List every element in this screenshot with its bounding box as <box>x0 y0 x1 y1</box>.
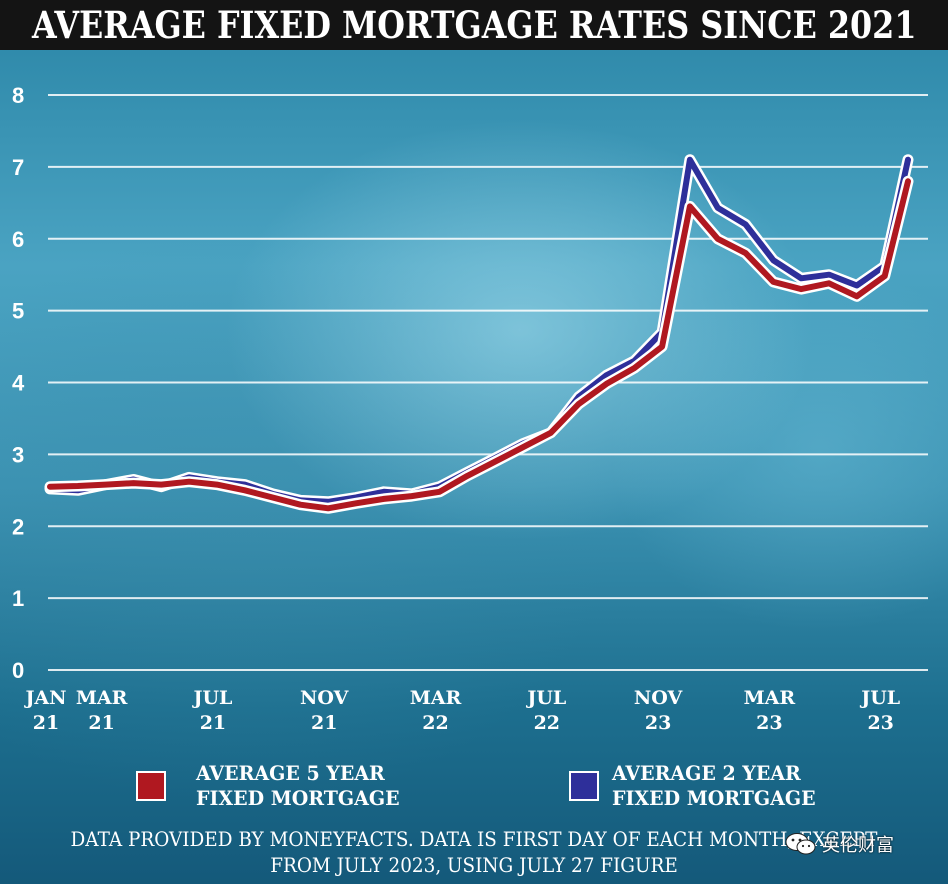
legend-5yr-line2: FIXED MORTGAGE <box>196 786 400 810</box>
title-bar: AVERAGE FIXED MORTGAGE RATES SINCE 2021 <box>0 0 948 50</box>
svg-text:JUL: JUL <box>191 687 232 709</box>
svg-text:NOV: NOV <box>634 687 684 709</box>
legend-label-5yr: AVERAGE 5 YEAR FIXED MORTGAGE <box>196 761 400 811</box>
legend-2yr-line1: AVERAGE 2 YEAR <box>612 761 801 785</box>
x-tick-label-jul-21: JUL 21 <box>191 687 232 734</box>
x-tick-label-jul-23: JUL 23 <box>859 687 900 734</box>
y-tick-label-1: 1 <box>12 586 24 611</box>
y-tick-label-5: 5 <box>12 299 24 324</box>
svg-text:JUL: JUL <box>525 687 566 709</box>
svg-text:21: 21 <box>200 712 226 734</box>
svg-text:23: 23 <box>756 712 782 734</box>
watermark-text: 英伦财富 <box>822 835 894 856</box>
wechat-icon <box>785 833 816 855</box>
footnote-line2: FROM JULY 2023, USING JULY 27 FIGURE <box>270 853 678 877</box>
svg-text:MAR: MAR <box>76 687 128 709</box>
chart-title: AVERAGE FIXED MORTGAGE RATES SINCE 2021 <box>31 3 917 47</box>
x-tick-label-jul-22: JUL 22 <box>525 687 566 734</box>
series-halo-2yr <box>44 154 914 508</box>
y-tick-label-7: 7 <box>12 155 24 180</box>
svg-text:22: 22 <box>422 712 448 734</box>
x-tick-label-mar-22: MAR 22 <box>410 687 462 734</box>
y-tick-label-8: 8 <box>12 83 24 108</box>
x-tick-label-nov-21: NOV 21 <box>300 687 350 734</box>
x-tick-label-nov-23: NOV 23 <box>634 687 684 734</box>
svg-text:JUL: JUL <box>859 687 900 709</box>
y-tick-label-0: 0 <box>12 658 24 683</box>
legend-swatch-2yr <box>569 771 599 801</box>
y-tick-label-3: 3 <box>12 442 24 467</box>
legend-swatch-5yr <box>136 771 166 801</box>
svg-text:21: 21 <box>311 712 337 734</box>
svg-text:23: 23 <box>867 712 893 734</box>
svg-text:MAR: MAR <box>744 687 796 709</box>
x-tick-label-mar-23: MAR 23 <box>744 687 796 734</box>
watermark: 英伦财富 <box>784 830 934 858</box>
svg-text:MAR: MAR <box>410 687 462 709</box>
y-tick-label-6: 6 <box>12 227 24 252</box>
series-line-5yr <box>47 178 911 512</box>
svg-text:23: 23 <box>645 712 671 734</box>
footnote: DATA PROVIDED BY MONEYFACTS. DATA IS FIR… <box>0 826 948 878</box>
svg-text:21: 21 <box>88 712 114 734</box>
svg-text:21: 21 <box>33 712 59 734</box>
svg-text:JAN: JAN <box>23 687 66 709</box>
svg-text:NOV: NOV <box>300 687 350 709</box>
y-tick-label-2: 2 <box>12 514 24 539</box>
x-tick-label-mar-21: MAR 21 <box>76 687 128 734</box>
series-line-2yr <box>47 156 911 505</box>
footnote-line1: DATA PROVIDED BY MONEYFACTS. DATA IS FIR… <box>70 827 878 851</box>
x-tick-label-jan-21: JAN 21 <box>23 687 66 734</box>
legend-5yr-line1: AVERAGE 5 YEAR <box>196 761 385 785</box>
y-tick-label-4: 4 <box>12 371 25 396</box>
legend-label-2yr: AVERAGE 2 YEAR FIXED MORTGAGE <box>612 761 816 811</box>
series-halo-5yr <box>44 175 914 514</box>
legend-2yr-line2: FIXED MORTGAGE <box>612 786 816 810</box>
svg-text:22: 22 <box>534 712 560 734</box>
